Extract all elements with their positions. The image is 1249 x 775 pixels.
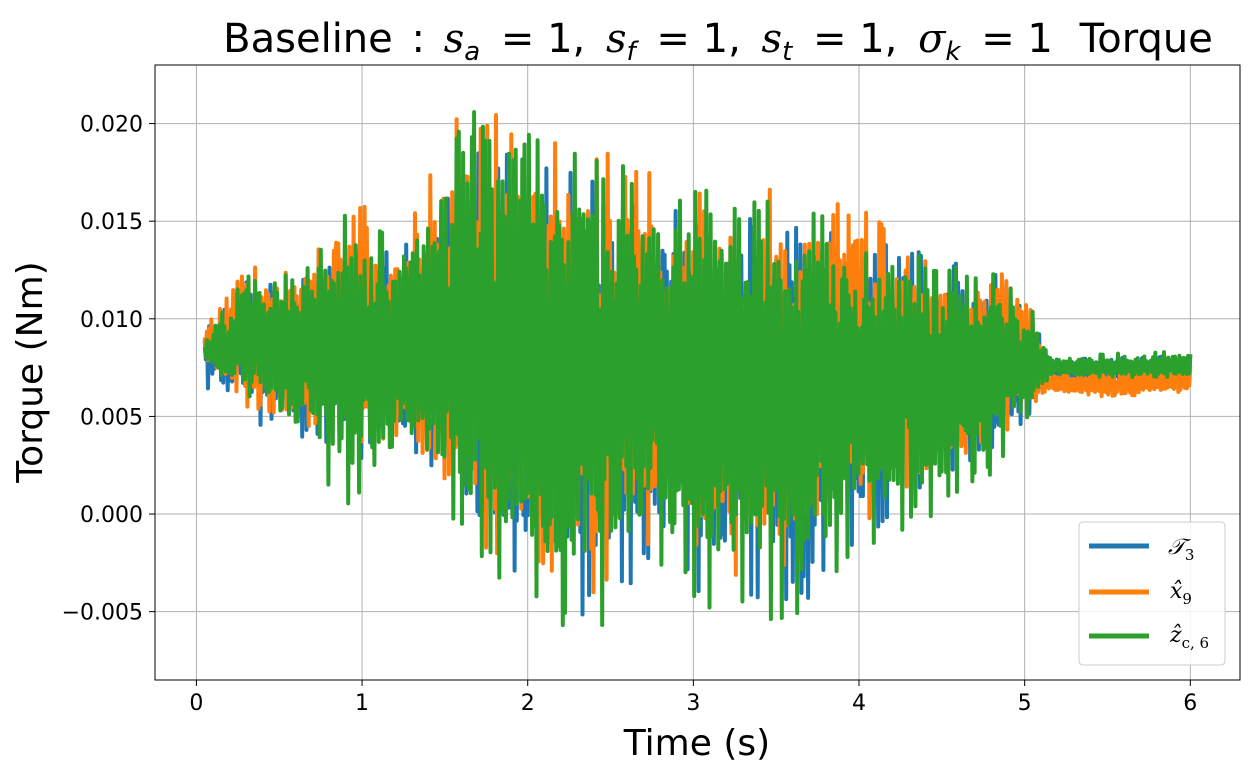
title-st-val: = 1, xyxy=(813,16,897,62)
title-st-sub: t xyxy=(782,37,793,67)
plot-area xyxy=(202,110,1193,628)
series-line-zc6 xyxy=(202,110,1193,628)
title-sf-sub: f xyxy=(627,37,640,67)
legend-box xyxy=(1078,521,1226,666)
y-tick-label: 0.000 xyxy=(80,503,143,528)
legend-label-t3-sub: 3 xyxy=(1185,546,1195,564)
legend-label-zc6: ẑc, 6 xyxy=(1169,623,1209,652)
x-tick-label: 3 xyxy=(686,691,700,716)
title-sf-val: = 1, xyxy=(656,16,740,62)
legend-label-x9: x̂9 xyxy=(1170,579,1192,608)
title-sk-val: = 1 xyxy=(981,16,1053,62)
x-axis-label: Time (s) xyxy=(623,723,770,764)
title-colon: : xyxy=(411,16,424,62)
y-tick-label: −0.005 xyxy=(62,601,143,626)
x-tick-label: 6 xyxy=(1183,691,1197,716)
legend-label-zc6-sub: c, 6 xyxy=(1182,634,1209,652)
title-suffix: Torque xyxy=(1079,16,1213,62)
axes-frame xyxy=(154,64,1241,681)
y-tick-label: 0.010 xyxy=(80,308,143,333)
title-sa-sub: a xyxy=(464,37,480,67)
title-st-var: s xyxy=(762,16,783,62)
x-tick-label: 4 xyxy=(852,691,866,716)
chart-title: Baseline : sa = 1, sf = 1, st = 1, σk = … xyxy=(223,16,1213,70)
title-sk-var: σ xyxy=(918,16,947,62)
x-axis-ticks: 0 1 2 3 4 5 6 xyxy=(189,680,1197,716)
x-tick-label: 0 xyxy=(189,691,203,716)
title-sa-val: = 1, xyxy=(501,16,585,62)
x-tick-label: 1 xyxy=(355,691,369,716)
title-prefix: Baseline xyxy=(223,16,393,62)
y-axis-ticks: −0.005 0.000 0.005 0.010 0.015 0.020 xyxy=(62,113,155,626)
x-tick-label: 2 xyxy=(521,691,535,716)
x-tick-label: 5 xyxy=(1018,691,1032,716)
y-tick-label: 0.005 xyxy=(80,405,143,430)
y-axis-label: Torque (Nm) xyxy=(10,261,51,483)
title-sf-var: s xyxy=(606,16,627,62)
y-tick-label: 0.015 xyxy=(80,210,143,235)
legend-label-x9-sub: 9 xyxy=(1182,590,1192,608)
legend-label-zc6-main: ẑ xyxy=(1169,623,1182,648)
title-sa-var: s xyxy=(444,16,465,62)
legend: 𝒯3 x̂9 ẑc, 6 xyxy=(1078,521,1226,666)
title-sk-sub: k xyxy=(945,37,961,67)
legend-label-x9-main: x̂ xyxy=(1170,579,1183,604)
y-tick-label: 0.020 xyxy=(80,113,143,138)
